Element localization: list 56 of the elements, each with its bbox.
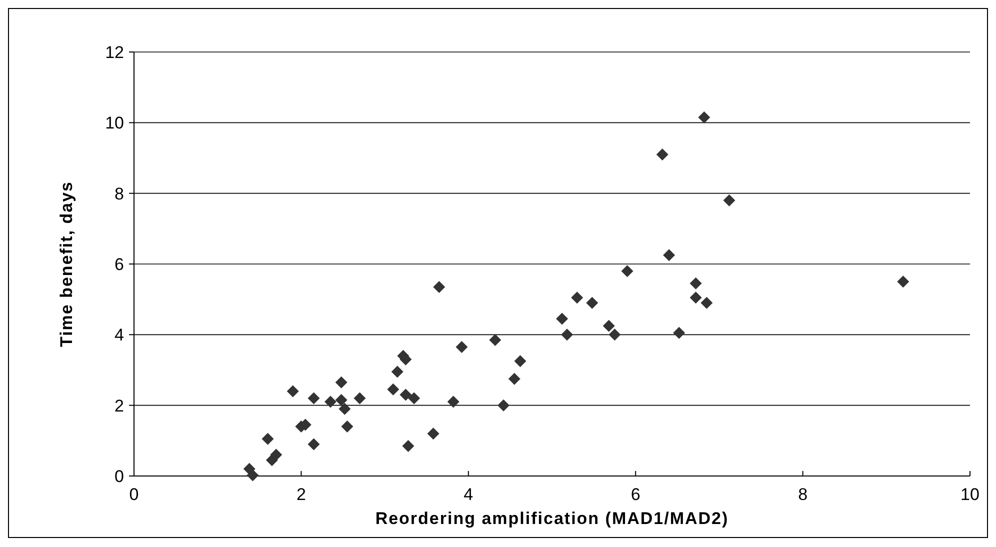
x-tick-label: 0 xyxy=(129,485,139,504)
point xyxy=(561,328,574,341)
point xyxy=(663,249,676,262)
x-tick-label: 4 xyxy=(464,485,474,504)
point xyxy=(402,440,414,452)
point xyxy=(246,469,259,482)
point xyxy=(498,399,510,412)
point xyxy=(723,194,736,206)
point xyxy=(586,296,598,309)
point xyxy=(602,320,615,332)
point xyxy=(673,326,686,339)
x-tick-label: 6 xyxy=(630,485,640,504)
point xyxy=(391,366,404,378)
point xyxy=(308,392,320,404)
point xyxy=(514,355,526,368)
point xyxy=(489,334,502,346)
y-tick-label: 10 xyxy=(105,114,124,133)
point xyxy=(387,383,400,396)
x-tick-label: 10 xyxy=(960,485,980,504)
point xyxy=(335,394,348,406)
y-axis-title: Time benefit, days xyxy=(57,180,76,348)
y-tick-label: 12 xyxy=(105,42,124,62)
point xyxy=(621,265,634,278)
point xyxy=(408,392,420,404)
point xyxy=(690,292,702,304)
point xyxy=(556,312,568,325)
point xyxy=(335,376,348,388)
x-tick-label: 2 xyxy=(296,485,306,504)
point xyxy=(270,448,282,461)
point xyxy=(447,396,460,408)
y-tick-label: 6 xyxy=(114,254,124,274)
x-axis-title: Reordering amplification (MAD1/MAD2) xyxy=(375,509,729,528)
point xyxy=(324,396,336,408)
y-tick-label: 4 xyxy=(114,326,124,345)
point xyxy=(508,372,520,385)
point xyxy=(341,420,354,433)
point xyxy=(262,432,274,445)
point xyxy=(354,392,366,404)
point xyxy=(433,280,446,293)
y-tick-label: 0 xyxy=(114,466,124,486)
point xyxy=(456,341,468,354)
point xyxy=(608,328,621,341)
point xyxy=(571,292,584,304)
point xyxy=(338,402,351,415)
point xyxy=(690,277,702,290)
y-tick-label: 8 xyxy=(114,184,124,204)
point xyxy=(400,388,412,401)
point xyxy=(897,276,910,288)
point xyxy=(308,438,320,450)
y-tick-label: 2 xyxy=(114,396,124,416)
point xyxy=(286,385,299,398)
point xyxy=(656,148,668,160)
point xyxy=(700,296,713,309)
x-tick-label: 8 xyxy=(798,485,808,504)
point xyxy=(427,428,440,440)
point xyxy=(698,111,710,124)
